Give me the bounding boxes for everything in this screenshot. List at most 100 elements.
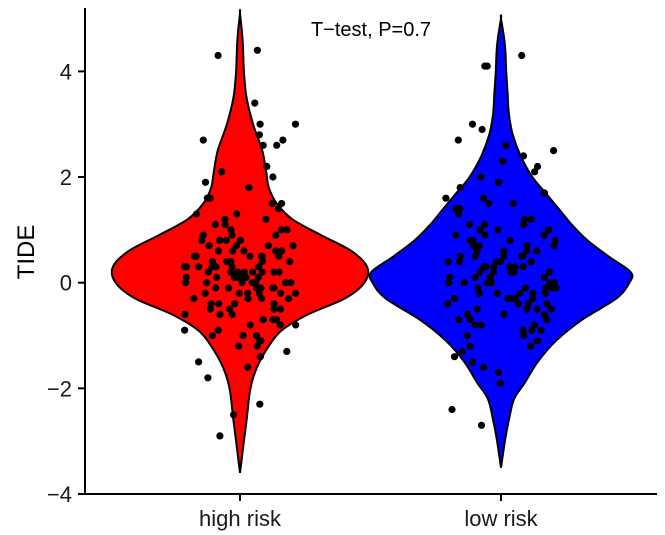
data-point [476,226,484,234]
data-point [469,242,477,250]
data-point [466,342,474,350]
data-point [533,247,541,255]
data-point [514,300,523,308]
y-tick-label: 0 [60,271,72,296]
data-point [276,305,284,313]
data-point [550,147,558,155]
data-point [537,326,545,334]
data-point [214,247,223,255]
data-point [270,268,278,276]
data-point [192,210,201,218]
data-point [229,247,237,255]
data-point [445,279,453,287]
data-point [221,221,229,229]
data-point [542,284,550,292]
data-point [291,289,300,297]
data-point [475,289,483,297]
data-point [287,279,295,287]
data-point [270,305,278,313]
data-point [520,221,528,229]
data-point [190,252,198,260]
data-point [230,411,238,419]
data-point [235,273,243,281]
data-point [279,136,287,144]
data-point [249,268,257,276]
data-point [490,263,498,271]
data-point [502,141,510,149]
data-point [225,284,233,292]
data-point [199,136,207,144]
data-point [455,258,464,266]
data-point [523,242,531,250]
data-point [283,347,291,355]
data-point [281,279,290,287]
data-point [289,242,297,250]
data-point [264,242,272,250]
data-point [213,273,221,281]
data-point [228,231,236,239]
data-point [519,326,527,334]
data-point [533,305,541,313]
data-point [216,310,224,318]
data-point [204,268,212,276]
data-point [239,331,247,340]
data-point [455,210,463,218]
x-tick-label: high risk [199,506,282,531]
data-point [245,184,253,192]
data-point [523,305,531,313]
y-tick-label: 2 [60,165,72,190]
data-point [533,337,541,345]
data-point [543,316,551,324]
data-point [444,258,452,266]
data-point [246,321,254,329]
data-point [278,247,286,255]
y-axis-ticks: −4 −2 0 2 4 [47,59,85,507]
data-point [205,242,213,250]
data-point [262,215,270,223]
data-point [215,300,223,308]
data-point [228,310,236,318]
data-point [450,353,459,361]
data-point [531,168,539,176]
data-point [477,421,486,429]
data-point [463,331,471,340]
data-point [251,99,259,107]
data-point [490,268,498,276]
data-point [527,258,535,266]
data-point [258,268,266,276]
data-point [181,326,189,334]
data-point [198,236,206,244]
data-point [190,294,198,303]
data-point [527,215,535,223]
data-point [552,284,560,292]
data-point [263,162,271,171]
data-point [231,300,239,308]
data-point [214,326,222,334]
data-point [211,263,219,271]
data-point [253,46,261,54]
data-point [456,184,464,192]
data-point [277,226,286,234]
data-point [485,199,493,208]
data-point [500,252,508,260]
data-point [269,284,277,292]
data-point [540,231,548,239]
data-point [274,205,283,213]
data-point [481,221,489,229]
data-point [216,432,224,440]
data-point [203,279,211,287]
data-point [269,316,277,324]
data-point [495,178,503,186]
data-point [203,194,211,202]
data-point [204,374,212,382]
data-point [547,305,556,313]
data-point [468,358,476,366]
data-point [477,321,485,329]
data-point [208,331,217,340]
data-point [550,242,558,250]
data-point [518,51,526,60]
data-point [252,331,261,340]
data-point [495,368,503,377]
data-point [516,289,524,297]
data-point [473,305,481,313]
